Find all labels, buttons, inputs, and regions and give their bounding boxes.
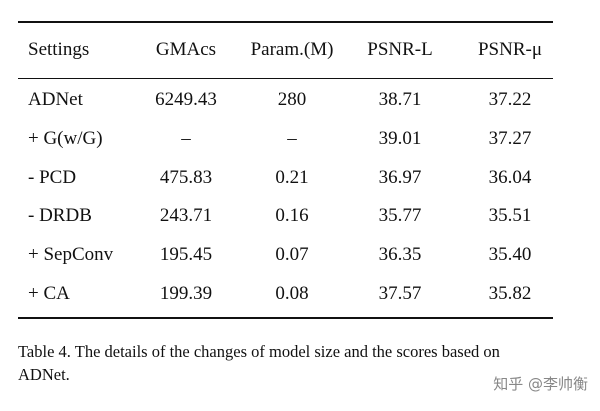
table-cell: 35.77 xyxy=(378,205,422,226)
caption: Table 4. The details of the changes of m… xyxy=(18,342,500,384)
table-cell: + CA xyxy=(28,283,70,304)
table-cell: 35.40 xyxy=(488,244,532,265)
table-cell: 6249.43 xyxy=(155,89,217,110)
table-cell: + SepConv xyxy=(28,244,114,265)
table-cell: 37.57 xyxy=(378,283,422,304)
header-rule xyxy=(18,78,553,79)
table-cell: 36.04 xyxy=(488,167,532,188)
table-cell: – xyxy=(181,128,191,149)
table-cell: 36.35 xyxy=(378,244,422,265)
table-cell: 0.08 xyxy=(275,283,309,304)
table-cell: + G(w/G) xyxy=(28,128,103,149)
table-cell: - DRDB xyxy=(28,205,92,226)
table-cell: 39.01 xyxy=(378,128,422,149)
header-cell: Param.(M) xyxy=(250,39,334,60)
table-cell: 195.45 xyxy=(159,244,213,265)
table-cell: 243.71 xyxy=(159,205,213,226)
header-cell: GMAcs xyxy=(155,39,217,60)
watermark: 知乎 @李帅衡 xyxy=(493,375,588,393)
table-cell: 37.22 xyxy=(488,89,532,110)
table-cell: 475.83 xyxy=(159,167,213,188)
top-rule xyxy=(18,21,553,23)
table-cell: 38.71 xyxy=(378,89,422,110)
bottom-rule xyxy=(18,317,553,319)
table-cell: 199.39 xyxy=(159,283,213,304)
table-cell: 35.51 xyxy=(488,205,532,226)
table-cell: - PCD xyxy=(28,167,77,188)
table-cell: 0.16 xyxy=(275,205,309,226)
header-cell: PSNR-μ xyxy=(477,39,543,60)
table-cell: 0.21 xyxy=(275,167,309,188)
table-cell: – xyxy=(287,128,297,149)
header-cell: Settings xyxy=(28,39,90,60)
table-cell: 37.27 xyxy=(488,128,532,149)
table-cell: 280 xyxy=(277,89,307,110)
table-cell: 0.07 xyxy=(275,244,309,265)
header-cell: PSNR-L xyxy=(367,39,433,60)
table-cell: 35.82 xyxy=(488,283,532,304)
table-cell: 36.97 xyxy=(378,167,422,188)
table-cell: ADNet xyxy=(28,89,83,110)
